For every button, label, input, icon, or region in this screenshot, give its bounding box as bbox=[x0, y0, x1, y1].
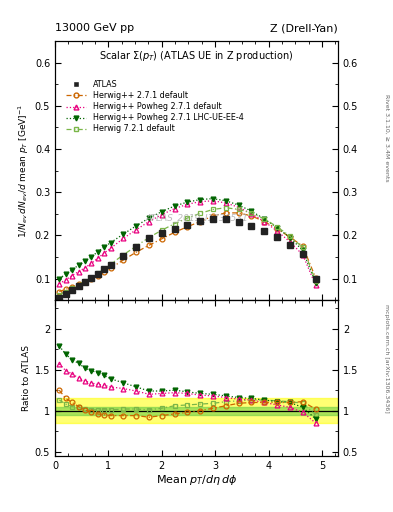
Bar bbox=[55, 407, 338, 415]
Text: Scalar $\Sigma(p_T)$ (ATLAS UE in Z production): Scalar $\Sigma(p_T)$ (ATLAS UE in Z prod… bbox=[99, 49, 294, 63]
X-axis label: Mean $p_T/d\eta\,d\phi$: Mean $p_T/d\eta\,d\phi$ bbox=[156, 473, 237, 487]
Text: Z (Drell-Yan): Z (Drell-Yan) bbox=[270, 23, 338, 33]
Text: 13000 GeV pp: 13000 GeV pp bbox=[55, 23, 134, 33]
Y-axis label: $1/N_{ev}\,dN_{ev}/d$ mean $p_T$ [GeV]$^{-1}$: $1/N_{ev}\,dN_{ev}/d$ mean $p_T$ [GeV]$^… bbox=[16, 103, 31, 238]
Text: mcplots.cern.ch [arXiv:1306.3436]: mcplots.cern.ch [arXiv:1306.3436] bbox=[384, 304, 389, 413]
Y-axis label: Ratio to ATLAS: Ratio to ATLAS bbox=[22, 345, 31, 411]
Text: Rivet 3.1.10, ≥ 3.4M events: Rivet 3.1.10, ≥ 3.4M events bbox=[384, 94, 389, 182]
Text: ATLAS_2019_I1736531: ATLAS_2019_I1736531 bbox=[145, 212, 248, 222]
Legend: ATLAS, Herwig++ 2.7.1 default, Herwig++ Powheg 2.7.1 default, Herwig++ Powheg 2.: ATLAS, Herwig++ 2.7.1 default, Herwig++ … bbox=[65, 79, 245, 135]
Bar bbox=[55, 398, 338, 423]
